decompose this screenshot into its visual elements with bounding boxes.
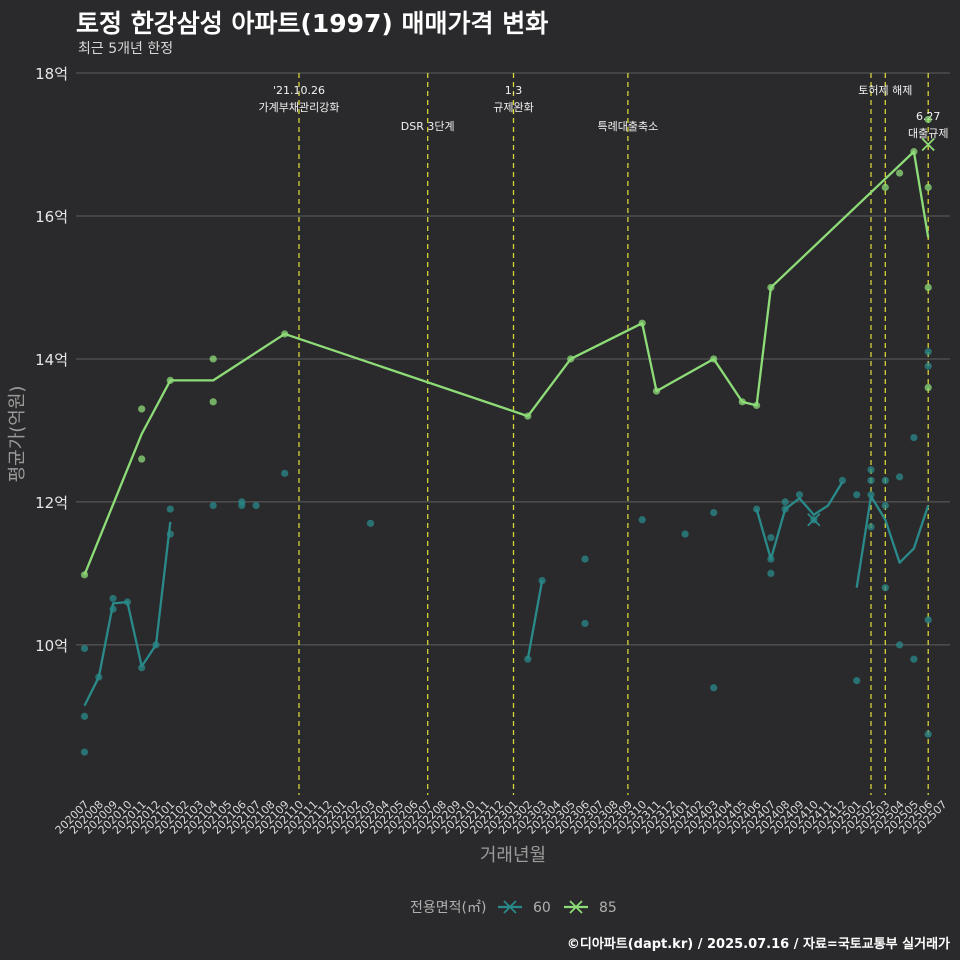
data-point <box>80 748 89 756</box>
data-point <box>924 348 932 356</box>
data-point <box>681 530 689 538</box>
series-line <box>83 521 172 707</box>
chart-title: 토정 한강삼성 아파트(1997) 매매가격 변화 <box>76 9 549 38</box>
data-point <box>109 594 117 603</box>
data-point <box>867 523 875 531</box>
legend-x-icon <box>569 900 583 914</box>
data-point <box>281 469 289 477</box>
data-point <box>924 362 932 370</box>
event-label: 토허제 해제 <box>858 83 912 97</box>
data-point <box>867 491 875 499</box>
legend-label: 85 <box>599 900 617 916</box>
legend-key-60: 60 <box>498 900 551 916</box>
data-point <box>638 516 646 524</box>
event-label: 대출규제 <box>908 127 948 140</box>
legend: 전용면적(㎡) 60 85 <box>410 900 617 916</box>
data-point <box>767 569 775 577</box>
y-tick-label: 16억 <box>35 208 68 226</box>
data-point <box>881 476 889 485</box>
series-line <box>526 580 544 660</box>
y-tick-label: 12억 <box>35 494 68 512</box>
data-point <box>924 383 932 392</box>
data-point <box>366 519 375 527</box>
y-tick-label: 14억 <box>35 351 68 369</box>
y-axis-title: 평균가(억원) <box>7 386 28 483</box>
data-point <box>924 283 932 292</box>
x-marker <box>807 513 821 527</box>
data-point <box>138 455 146 463</box>
data-point <box>924 616 932 624</box>
data-point <box>209 398 217 406</box>
data-point <box>581 555 589 563</box>
data-point <box>867 466 875 474</box>
event-label: 1.3 <box>505 84 523 97</box>
data-point <box>138 405 146 413</box>
data-point <box>924 730 932 738</box>
y-tick-label: 18억 <box>35 65 68 83</box>
event-label: 특례대출축소 <box>598 120 659 133</box>
data-point <box>896 473 904 481</box>
data-point <box>924 115 932 124</box>
data-point <box>252 501 260 510</box>
legend-x-icon <box>503 900 517 914</box>
event-label: 규제완화 <box>493 101 533 114</box>
data-point <box>209 501 217 510</box>
data-point <box>910 433 918 442</box>
data-point <box>881 183 889 191</box>
data-point <box>910 655 918 663</box>
event-label: 가계부채관리강화 <box>259 101 340 114</box>
event-label: DSR 3단계 <box>401 120 455 133</box>
data-point <box>795 491 804 499</box>
data-point <box>838 476 847 485</box>
series-85 <box>80 115 935 579</box>
data-point <box>238 501 246 510</box>
data-point <box>881 584 889 592</box>
chart-subtitle: 최근 5개년 한정 <box>78 41 174 57</box>
legend-key-85: 85 <box>564 900 617 916</box>
data-point <box>710 509 718 517</box>
data-point <box>853 491 861 499</box>
x-axis-title: 거래년월 <box>480 845 546 866</box>
data-point <box>781 498 789 506</box>
data-point <box>896 169 904 177</box>
series-line <box>83 150 930 576</box>
data-point <box>710 684 718 692</box>
source-caption: ©디아파트(dapt.kr) / 2025.07.16 / 자료=국토교통부 실… <box>566 937 950 952</box>
data-point <box>80 644 89 653</box>
data-point <box>853 677 861 685</box>
data-point <box>867 476 875 485</box>
data-point <box>581 619 589 628</box>
data-point <box>80 712 89 720</box>
legend-label: 60 <box>533 900 551 916</box>
y-tick-label: 10억 <box>35 637 68 655</box>
series-line <box>855 495 930 588</box>
legend-title: 전용면적(㎡) <box>410 900 486 916</box>
x-marker <box>921 137 935 152</box>
series-line <box>755 481 844 561</box>
data-point <box>209 355 217 363</box>
data-point <box>896 641 904 649</box>
data-point <box>138 664 146 672</box>
series-60 <box>80 348 932 756</box>
data-point <box>881 501 889 510</box>
data-point <box>166 505 174 513</box>
data-point <box>924 183 932 191</box>
data-point <box>767 534 775 542</box>
event-label: '21.10.26 <box>273 84 325 97</box>
